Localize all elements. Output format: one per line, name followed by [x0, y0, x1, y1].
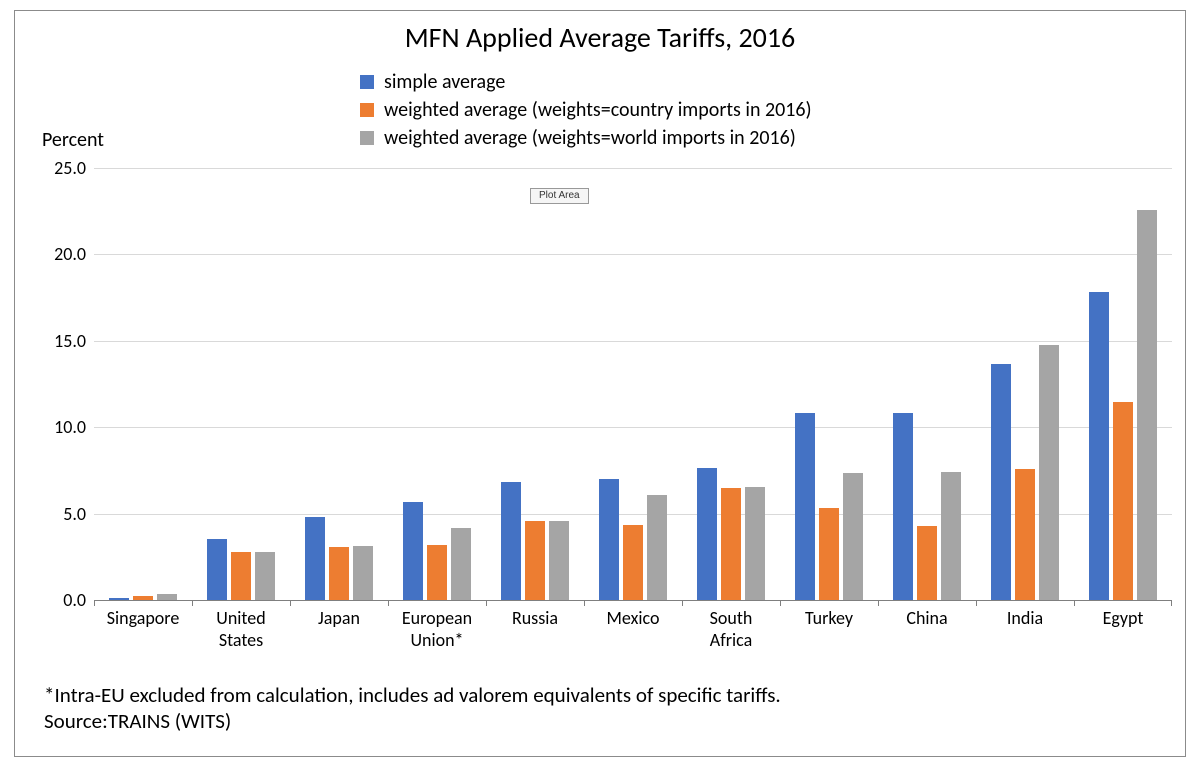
x-tick	[584, 600, 585, 606]
bar	[525, 521, 545, 600]
x-tick	[1171, 600, 1172, 606]
gridline	[94, 341, 1172, 342]
y-axis-title: Percent	[42, 128, 104, 152]
bar	[403, 502, 423, 600]
bar	[1137, 210, 1157, 600]
footnote-line: Source:TRAINS (WITS)	[44, 708, 781, 734]
legend-label: weighted average (weights=world imports …	[384, 126, 796, 150]
plot-area-selector[interactable]: Plot Area	[530, 188, 589, 204]
x-tick-label: Russia	[488, 600, 581, 630]
y-tick-label: 5.0	[63, 503, 94, 525]
x-tick	[682, 600, 683, 606]
bar	[427, 545, 447, 600]
legend-item: weighted average (weights=country import…	[360, 98, 812, 122]
y-tick-label: 25.0	[54, 157, 94, 179]
bar	[623, 525, 643, 600]
bar	[991, 364, 1011, 600]
legend-swatch	[360, 75, 374, 89]
footnote-line: *Intra-EU excluded from calculation, inc…	[44, 682, 781, 708]
plot-area: 0.05.010.015.020.025.0SingaporeUnitedSta…	[94, 168, 1172, 600]
x-tick	[486, 600, 487, 606]
bar	[795, 413, 815, 600]
x-tick-label: China	[880, 600, 973, 630]
bar	[451, 528, 471, 600]
x-tick	[780, 600, 781, 606]
y-tick-label: 15.0	[54, 330, 94, 352]
bar	[207, 539, 227, 600]
bar	[231, 552, 251, 600]
bar	[549, 521, 569, 600]
x-tick-label: EuropeanUnion*	[390, 600, 483, 651]
bar	[819, 508, 839, 600]
bar	[599, 479, 619, 600]
chart-title: MFN Applied Average Tariffs, 2016	[0, 20, 1200, 55]
legend-item: weighted average (weights=world imports …	[360, 126, 812, 150]
x-tick	[94, 600, 95, 606]
gridline	[94, 168, 1172, 169]
x-tick-label: Japan	[292, 600, 385, 630]
bar	[133, 596, 153, 600]
bar	[745, 487, 765, 600]
bar	[255, 552, 275, 600]
bar	[893, 413, 913, 600]
legend-swatch	[360, 103, 374, 117]
bar	[1089, 292, 1109, 600]
bar	[647, 495, 667, 600]
bar	[917, 526, 937, 600]
bar	[1015, 469, 1035, 600]
bar	[1113, 402, 1133, 600]
x-tick-label: Egypt	[1076, 600, 1169, 630]
bar	[157, 594, 177, 600]
footnote: *Intra-EU excluded from calculation, inc…	[44, 682, 781, 735]
x-tick	[976, 600, 977, 606]
x-tick-label: Singapore	[96, 600, 189, 630]
bar	[305, 517, 325, 600]
x-tick-label: India	[978, 600, 1071, 630]
x-tick	[290, 600, 291, 606]
y-tick-label: 20.0	[54, 243, 94, 265]
bar	[329, 547, 349, 600]
legend-label: weighted average (weights=country import…	[384, 98, 812, 122]
x-tick	[878, 600, 879, 606]
x-tick	[388, 600, 389, 606]
legend-label: simple average	[384, 70, 505, 94]
x-tick-label: SouthAfrica	[684, 600, 777, 651]
y-tick-label: 0.0	[63, 589, 94, 611]
legend-swatch	[360, 131, 374, 145]
bar	[843, 473, 863, 600]
bar	[109, 598, 129, 600]
legend: simple average weighted average (weights=…	[360, 70, 812, 150]
bar	[721, 488, 741, 600]
x-tick	[192, 600, 193, 606]
bar	[501, 482, 521, 600]
x-tick-label: Turkey	[782, 600, 875, 630]
y-tick-label: 10.0	[54, 416, 94, 438]
bar	[941, 472, 961, 600]
bar	[353, 546, 373, 600]
x-tick-label: UnitedStates	[194, 600, 287, 651]
legend-item: simple average	[360, 70, 812, 94]
x-tick-label: Mexico	[586, 600, 679, 630]
bar	[1039, 345, 1059, 600]
x-tick	[1074, 600, 1075, 606]
bar	[697, 468, 717, 600]
gridline	[94, 254, 1172, 255]
